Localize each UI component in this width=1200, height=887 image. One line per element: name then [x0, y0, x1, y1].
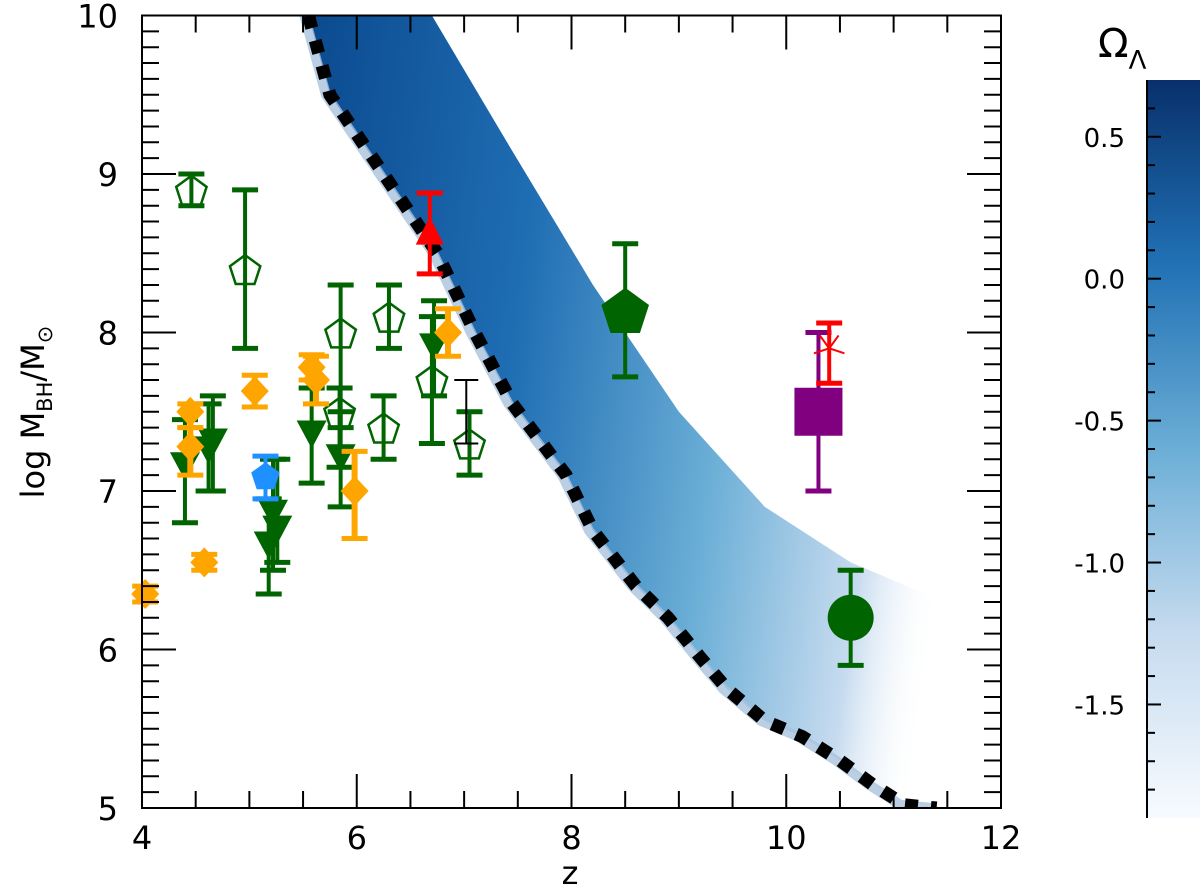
y-tick-label: 9 [98, 156, 118, 194]
diamond-marker [301, 365, 330, 396]
data-point [415, 190, 444, 277]
series-green-circle [827, 567, 874, 668]
star-marker [828, 347, 845, 355]
data-point [169, 417, 200, 526]
diamond-marker [240, 376, 269, 407]
data-point [301, 353, 330, 407]
data-point [372, 282, 406, 351]
pentagon-marker [251, 462, 280, 490]
data-point [131, 579, 160, 610]
pentagon-open-marker [366, 412, 401, 444]
y-tick-label: 10 [77, 0, 118, 36]
diamond-marker [131, 579, 160, 610]
y-axis-title-sub: BH [33, 382, 57, 412]
x-tick-label: 4 [132, 819, 152, 857]
y-axis-title-mid: /M [14, 343, 52, 381]
omega-lambda-band [299, 15, 1001, 808]
square-marker [794, 387, 843, 436]
data-point [251, 453, 280, 502]
colorbar-tick-label: 0.5 [1084, 124, 1125, 154]
series-green-large-pentagon [601, 241, 649, 380]
pentagon-open-marker [372, 301, 406, 333]
y-axis-title: log MBH/M⊙ [14, 326, 57, 499]
data-points [131, 171, 874, 668]
colorbar: 0.5 0.0 -0.5 -1.0 -1.5 [1074, 80, 1200, 818]
diamond-marker [176, 431, 205, 462]
dotted-line [302, 15, 938, 808]
lambda-subscript: Λ [1129, 46, 1147, 76]
colorbar-tick-label: -1.0 [1074, 550, 1125, 580]
pentagon-open-marker [323, 316, 358, 349]
dotted-boundary-curve [302, 15, 938, 808]
diamond-marker [176, 396, 205, 427]
series-black-thin-errorbar [454, 379, 479, 445]
data-point [340, 448, 369, 542]
data-point [176, 425, 205, 478]
data-point [190, 547, 219, 578]
star-marker [813, 347, 830, 355]
x-axis-title: z [562, 854, 579, 887]
triangle-down-marker [197, 428, 228, 457]
data-point [813, 320, 845, 386]
colorbar-tick-label: 0.0 [1084, 266, 1125, 296]
colorbar-title: ΩΛ [1098, 21, 1147, 76]
omega-symbol: Ω [1098, 21, 1129, 67]
y-tick-label: 8 [98, 315, 118, 353]
data-point [176, 396, 205, 431]
triangle-down-marker [262, 515, 293, 544]
triangle-down-marker [257, 499, 288, 528]
x-tick-label: 10 [766, 819, 807, 857]
data-point [794, 330, 843, 494]
series-purple-square [794, 330, 843, 494]
diamond-marker [340, 476, 369, 506]
data-point [454, 379, 479, 445]
diamond-marker [190, 547, 219, 578]
triangle-down-marker [296, 420, 327, 449]
pentagon-open-marker [174, 174, 209, 207]
pentagon-open-marker [228, 253, 262, 286]
y-tick-label: 6 [98, 632, 118, 670]
x-tick-label: 8 [561, 819, 581, 857]
series-blue-pentagon [251, 453, 280, 502]
data-point [240, 372, 269, 410]
y-tick-label: 5 [98, 790, 118, 828]
colorbar-tick-label: -1.5 [1074, 691, 1125, 721]
data-point [366, 393, 401, 462]
star-marker [828, 334, 840, 349]
series-green-filled-down-triangles [169, 298, 450, 597]
data-point [228, 187, 262, 351]
series-red-up-triangle [415, 190, 444, 277]
star-marker [818, 334, 831, 349]
data-point [827, 567, 874, 668]
plot-axes: 4 6 8 10 12 5 6 7 8 9 10 [77, 0, 1021, 857]
y-axis-title-prefix: log M [14, 412, 52, 499]
data-point [601, 241, 649, 380]
band-fill [308, 15, 1001, 808]
colorbar-gradient [1147, 80, 1200, 818]
circle-marker [827, 594, 874, 641]
x-tick-label: 6 [347, 819, 367, 857]
sun-symbol: ⊙ [33, 326, 57, 344]
series-orange-filled-diamonds [131, 306, 463, 610]
pentagon-large-marker [601, 287, 649, 333]
series-red-star [813, 320, 845, 386]
y-tick-label: 7 [98, 473, 118, 511]
pentagon-open-marker [452, 427, 487, 460]
diamond-marker [434, 317, 463, 348]
data-point [197, 393, 228, 494]
x-tick-label: 12 [981, 819, 1022, 857]
data-point [174, 171, 209, 209]
colorbar-tick-label: -0.5 [1074, 408, 1125, 438]
data-point [434, 306, 463, 359]
triangle-up-marker [415, 216, 444, 245]
